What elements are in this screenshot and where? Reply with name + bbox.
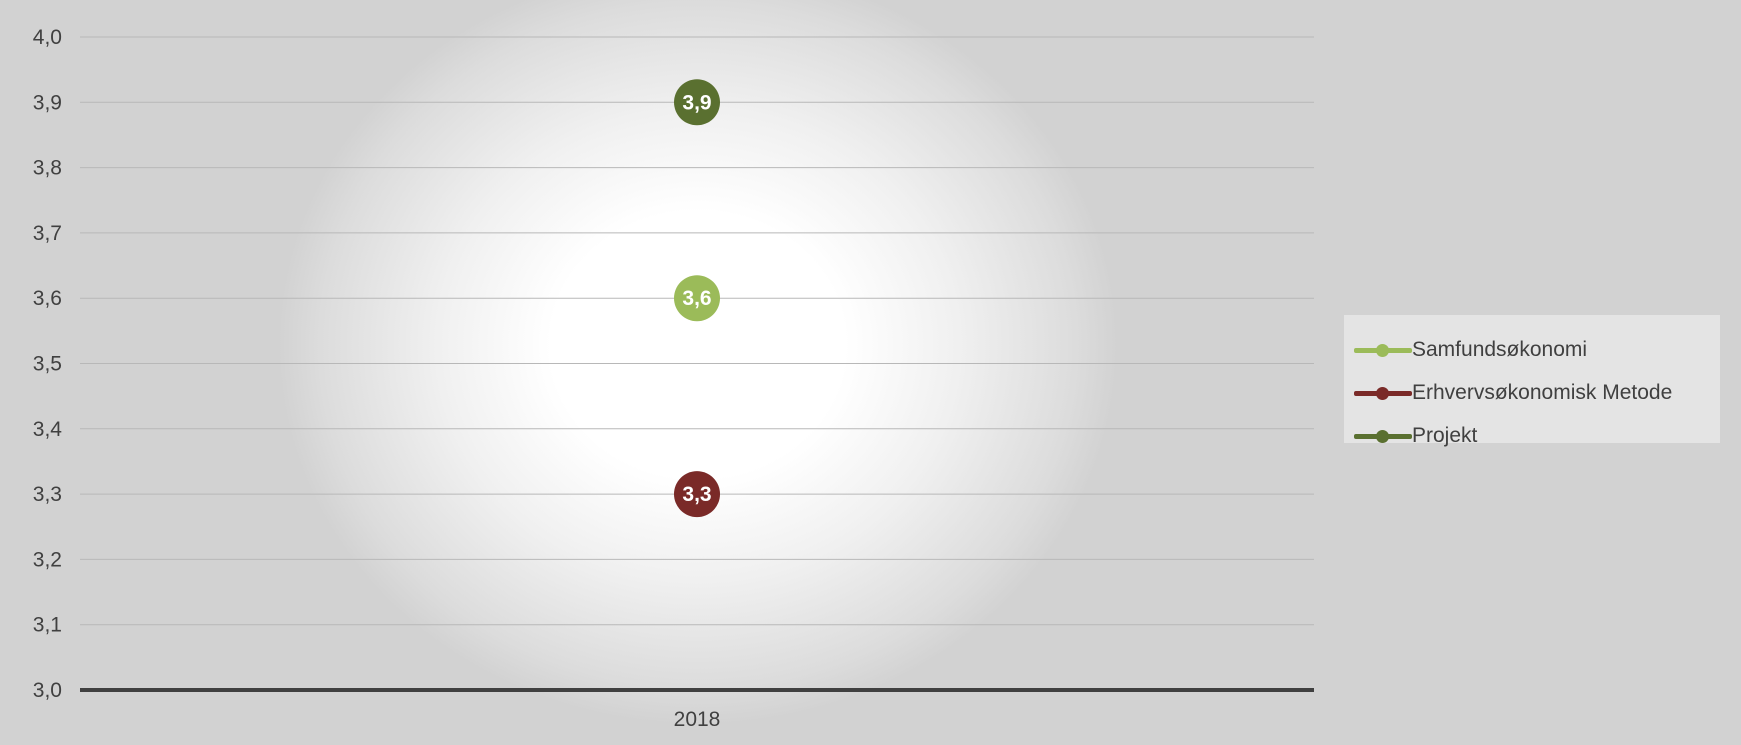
legend-item-samfundsokonomi: Samfundsøkonomi — [1354, 335, 1587, 365]
data-label: 3,9 — [682, 91, 711, 114]
y-tick-label: 3,8 — [33, 157, 62, 180]
gridlines — [80, 36, 1314, 692]
y-tick-label: 3,6 — [33, 287, 62, 310]
data-markers: 3,6 3,3 3,9 — [674, 79, 720, 518]
legend-swatch-icon — [1354, 378, 1412, 408]
data-label: 3,3 — [682, 483, 711, 506]
x-tick-label: 2018 — [674, 708, 721, 731]
data-point-marker — [674, 471, 720, 518]
legend-item-projekt: Projekt — [1354, 421, 1477, 451]
y-tick-label: 3,3 — [33, 483, 62, 506]
legend-item-erhvervsokonomisk-metode: Erhvervsøkonomisk Metode — [1354, 378, 1672, 408]
y-tick-label: 3,4 — [33, 418, 63, 441]
x-axis-ticks: 2018 — [674, 708, 721, 731]
legend-label: Projekt — [1412, 424, 1478, 447]
data-point-marker — [674, 79, 720, 126]
data-point-marker — [674, 275, 720, 322]
legend-label: Samfundsøkonomi — [1412, 338, 1588, 361]
y-tick-label: 4,0 — [33, 26, 62, 49]
y-tick-label: 3,9 — [33, 91, 62, 114]
legend-swatch-icon — [1354, 335, 1412, 365]
data-label: 3,6 — [682, 287, 711, 310]
y-tick-label: 3,5 — [33, 353, 62, 376]
y-axis-ticks: 3,0 3,1 3,2 3,3 3,4 3,5 3,6 3,7 3,8 3,9 4,0 — [33, 26, 63, 702]
y-tick-label: 3,7 — [33, 222, 62, 245]
y-tick-label: 3,1 — [33, 614, 62, 637]
y-tick-label: 3,2 — [33, 548, 62, 571]
legend-swatch-icon — [1354, 421, 1412, 451]
y-tick-label: 3,0 — [33, 679, 62, 702]
legend: Samfundsøkonomi Erhvervsøkonomisk Metode… — [1344, 315, 1720, 447]
legend-label: Erhvervsøkonomisk Metode — [1412, 381, 1673, 404]
